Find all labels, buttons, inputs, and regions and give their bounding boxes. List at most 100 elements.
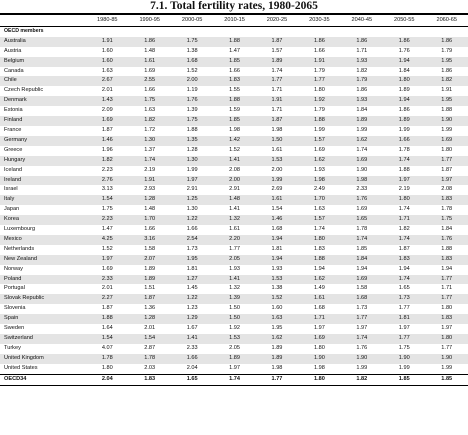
rate-cell: 1.97 [229, 364, 240, 371]
country-name: Slovak Republic [4, 295, 45, 302]
rate-cell: 1.47 [101, 226, 113, 233]
rate-cell: 1.76 [356, 196, 368, 203]
rate-cell: 1.86 [441, 67, 453, 74]
rate-cell: 2.20 [229, 235, 240, 242]
rate-cell: 1.50 [229, 305, 240, 312]
rate-cell: 2.69 [271, 186, 283, 193]
rate-cell: 1.93 [271, 265, 283, 272]
table-title: 7.1. Total fertility rates, 1980-2065 [150, 0, 318, 12]
rate-cell: 1.84 [356, 255, 368, 262]
country-name: New Zealand [4, 255, 37, 262]
rate-cell: 1.69 [101, 117, 113, 124]
rate-cell: 1.89 [271, 354, 283, 361]
rate-cell: 1.82 [144, 117, 156, 124]
rate-cell: 1.66 [229, 67, 240, 74]
rate-cell: 1.69 [356, 156, 368, 163]
rate-cell: 1.68 [271, 226, 283, 233]
country-name: Iceland [4, 166, 23, 173]
rate-cell: 1.91 [313, 57, 325, 64]
rate-cell: 1.68 [313, 305, 325, 312]
rate-cell: 1.68 [186, 57, 198, 64]
header-row: 1980-85 1990-95 2000-05 2010-15 2020-25 2030-… [0, 16, 468, 27]
rate-cell: 1.59 [229, 107, 240, 114]
rate-cell: 1.83 [229, 77, 240, 84]
rate-cell: 1.71 [398, 216, 410, 223]
rate-cell: 1.76 [356, 344, 368, 351]
rate-cell: 1.75 [144, 97, 156, 104]
rate-cell: 1.61 [313, 295, 325, 302]
table-row: Chile 2.67 2.55 2.00 1.83 1.77 1.77 1.79 1.80 1.8… [0, 76, 468, 87]
rate-cell: 1.87 [271, 37, 283, 44]
rate-cell: 1.85 [356, 245, 368, 252]
rate-cell: 1.82 [356, 67, 368, 74]
rate-cell: 1.71 [313, 315, 325, 322]
rate-cell: 1.54 [144, 335, 156, 341]
rate-cell: 1.99 [313, 126, 325, 133]
rate-cell: 1.98 [313, 364, 325, 371]
rate-cell: 1.89 [398, 117, 410, 124]
rate-cell: 2.33 [101, 275, 113, 282]
country-name: Belgium [4, 57, 25, 64]
rate-cell: 1.94 [356, 265, 368, 272]
rate-cell: 1.78 [356, 226, 368, 233]
country-name: Netherlands [4, 245, 35, 252]
rate-cell: 1.89 [271, 57, 283, 64]
rate-cell: 1.86 [313, 37, 325, 44]
rate-cell: 1.70 [313, 196, 325, 203]
rate-cell: 1.76 [441, 235, 453, 242]
table-row: United States 1.80 2.03 2.04 1.97 1.98 1.98 1.9… [0, 364, 468, 374]
rate-cell: 1.52 [186, 67, 198, 74]
column-header: 1990-95 [139, 17, 160, 23]
rate-cell: 1.57 [271, 47, 283, 54]
rate-cell: 1.85 [398, 375, 410, 382]
rate-cell: 1.66 [144, 87, 156, 94]
table-row: Germany 1.46 1.30 1.35 1.42 1.50 1.57 1.62 1.66 1… [0, 135, 468, 146]
rate-cell: 1.88 [101, 315, 113, 322]
rate-cell: 1.74 [398, 275, 410, 282]
rate-cell: 1.83 [441, 255, 453, 262]
rate-cell: 1.46 [101, 136, 113, 143]
rate-cell: 1.37 [144, 146, 156, 153]
rate-cell: 1.91 [144, 176, 156, 183]
rate-cell: 1.97 [398, 325, 410, 332]
rate-cell: 2.00 [271, 166, 283, 173]
rate-cell: 3.13 [101, 186, 113, 193]
rate-cell: 1.73 [186, 245, 198, 252]
rate-cell: 1.72 [144, 126, 156, 133]
table-row: New Zealand 1.97 2.07 1.95 2.05 1.94 1.88 1.84 1… [0, 254, 468, 265]
table-row: Norway 1.69 1.89 1.81 1.93 1.93 1.94 1.94 1.94 1.… [0, 265, 468, 275]
rate-cell: 1.87 [271, 117, 283, 124]
country-name: Sweden [4, 325, 25, 332]
rate-cell: 1.69 [144, 67, 156, 74]
rate-cell: 1.63 [271, 315, 283, 322]
rate-cell: 1.78 [101, 354, 113, 361]
country-name: Norway [4, 265, 23, 272]
rate-cell: 1.98 [313, 176, 325, 183]
rate-cell: 3.16 [144, 235, 156, 242]
rate-cell: 1.73 [398, 295, 410, 302]
rate-cell: 1.98 [356, 176, 368, 183]
rate-cell: 1.86 [398, 107, 410, 114]
rate-cell: 1.30 [144, 136, 156, 143]
rate-cell: 1.98 [271, 364, 283, 371]
country-name: Korea [4, 216, 19, 223]
rate-cell: 1.89 [398, 87, 410, 94]
rate-cell: 1.80 [313, 87, 325, 94]
rate-cell: 1.42 [229, 136, 240, 143]
rate-cell: 1.41 [229, 156, 240, 163]
rate-cell: 1.51 [144, 285, 156, 292]
section-row: OECD members [0, 26, 468, 36]
rate-cell: 1.75 [186, 37, 198, 44]
table-row: Mexico 4.25 3.16 2.54 2.20 1.94 1.80 1.74 1.74 1.… [0, 234, 468, 245]
rate-cell: 1.97 [313, 325, 325, 332]
rate-cell: 1.77 [441, 156, 453, 163]
rate-cell: 2.07 [144, 255, 156, 262]
rate-cell: 1.69 [441, 136, 453, 143]
rate-cell: 2.91 [186, 186, 198, 193]
rate-cell: 2.04 [101, 375, 113, 382]
rate-cell: 2.09 [101, 107, 113, 114]
rate-cell: 1.86 [441, 37, 453, 44]
rate-cell: 2.23 [101, 166, 113, 173]
rate-cell: 1.54 [101, 196, 113, 203]
country-name: United Kingdom [4, 354, 44, 361]
